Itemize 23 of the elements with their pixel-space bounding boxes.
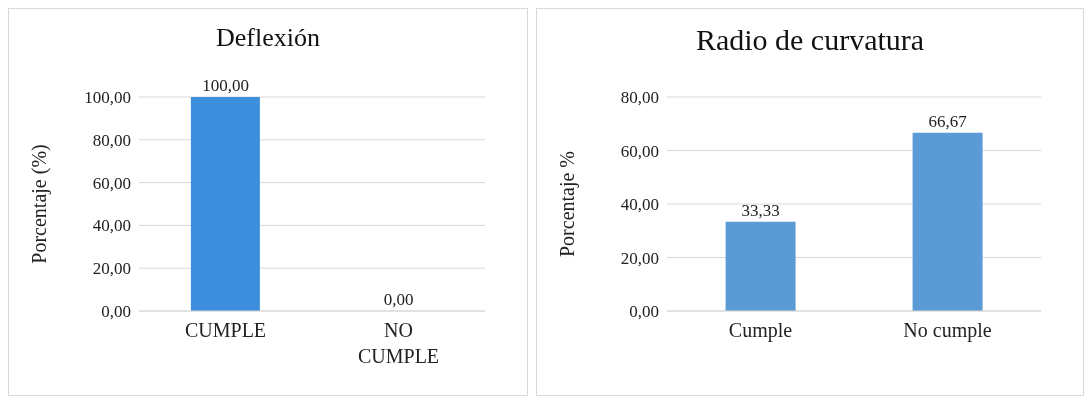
y-axis-title: Porcentaje (%)	[28, 144, 52, 264]
y-tick-label: 20,00	[620, 248, 659, 268]
y-tick-label: 80,00	[620, 88, 659, 108]
y-tick-label: 40,00	[92, 216, 131, 236]
y-tick-label: 80,00	[92, 130, 131, 150]
x-tick-label: CUMPLE	[184, 319, 267, 341]
data-label: 0,00	[383, 290, 414, 309]
chart-title: Radio de curvatura	[694, 22, 926, 58]
y-tick-label: 0,00	[101, 302, 131, 322]
x-tick-label: Cumple	[728, 319, 793, 342]
y-tick-label: 100,00	[84, 88, 131, 108]
data-label: 33,33	[741, 200, 780, 220]
y-tick-label: 60,00	[620, 141, 659, 161]
y-tick-label: 40,00	[620, 195, 659, 215]
y-axis-title: Porcentaje %	[556, 150, 580, 258]
chart-title: Deflexión	[215, 22, 321, 54]
y-tick-label: 60,00	[92, 173, 131, 193]
x-tick-label: No cumple	[903, 319, 992, 342]
y-tick-label: 20,00	[92, 259, 131, 279]
y-tick-label: 0,00	[629, 302, 659, 322]
x-tick-label: NO CUMPLE	[357, 319, 440, 367]
data-label: 66,67	[928, 111, 968, 131]
data-label: 100,00	[202, 76, 249, 95]
